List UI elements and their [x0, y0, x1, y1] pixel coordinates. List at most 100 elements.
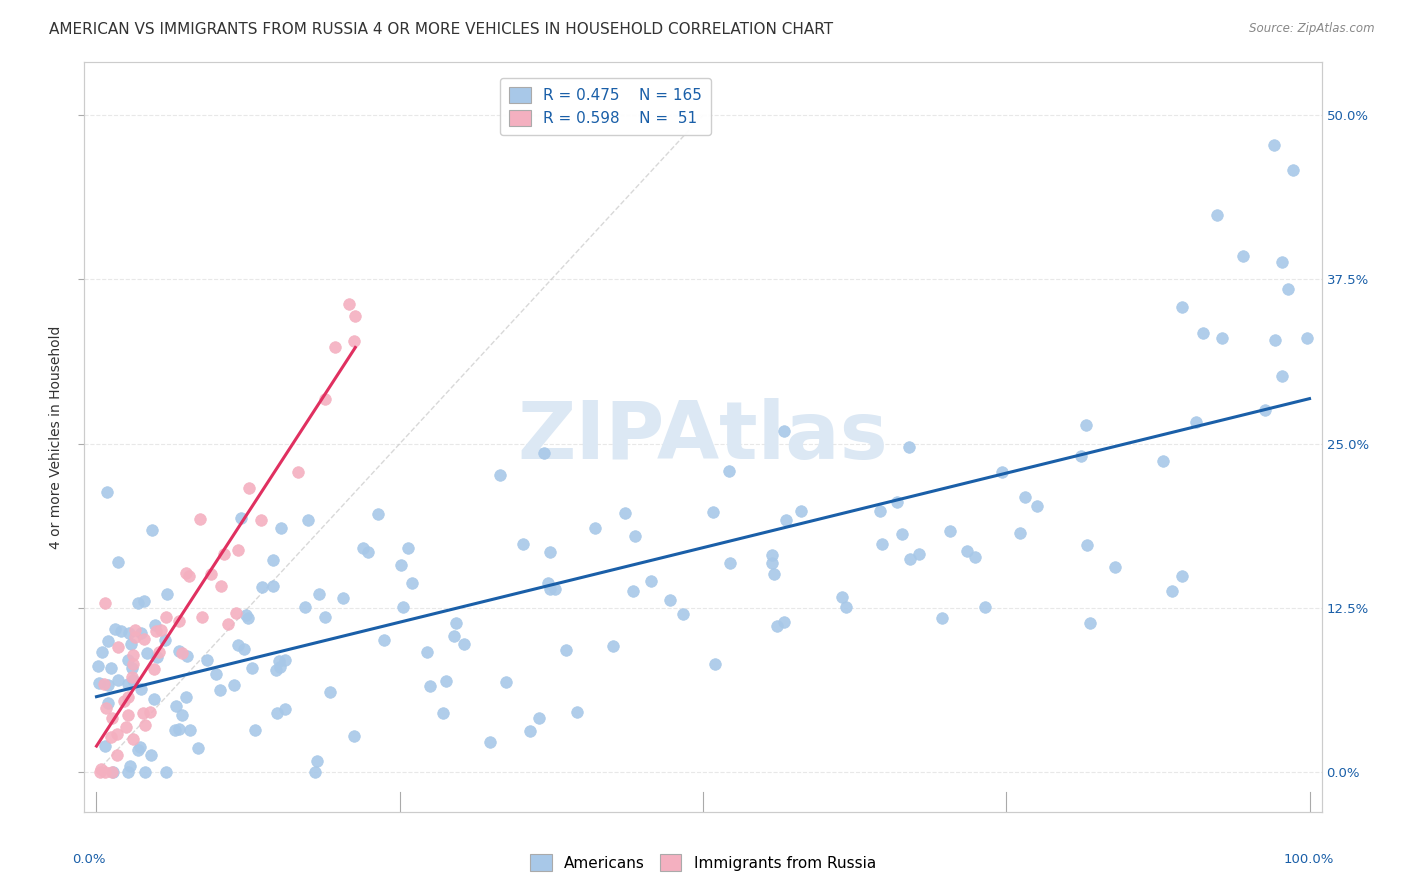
Point: [319, 685, 342, 699]
Point: [117, 765, 139, 780]
Point: [432, 706, 454, 720]
Text: ZIPAtlas: ZIPAtlas: [517, 398, 889, 476]
Point: [104, 622, 127, 636]
Text: 0.0%: 0.0%: [72, 853, 105, 866]
Point: [419, 679, 441, 693]
Point: [148, 644, 170, 658]
Point: [538, 582, 561, 596]
Point: [1277, 282, 1299, 296]
Point: [101, 711, 124, 725]
Point: [1171, 300, 1194, 314]
Point: [224, 678, 246, 692]
Point: [269, 654, 291, 668]
Point: [356, 544, 378, 558]
Point: [90, 645, 112, 659]
Point: [761, 548, 783, 562]
Point: [122, 673, 145, 688]
Point: [142, 662, 165, 676]
Text: AMERICAN VS IMMIGRANTS FROM RUSSIA 4 OR MORE VEHICLES IN HOUSEHOLD CORRELATION C: AMERICAN VS IMMIGRANTS FROM RUSSIA 4 OR …: [49, 22, 834, 37]
Point: [94, 765, 117, 780]
Point: [396, 541, 419, 555]
Point: [898, 440, 921, 454]
Point: [453, 637, 475, 651]
Point: [533, 446, 555, 460]
Point: [208, 682, 231, 697]
Point: [170, 646, 193, 660]
Point: [529, 711, 551, 725]
Point: [132, 706, 155, 720]
Point: [1264, 334, 1286, 348]
Point: [205, 667, 228, 681]
Point: [129, 739, 152, 754]
Point: [1263, 137, 1285, 152]
Point: [176, 648, 198, 663]
Point: [87, 658, 110, 673]
Point: [90, 762, 112, 776]
Point: [314, 610, 336, 624]
Point: [124, 623, 146, 637]
Point: [304, 765, 326, 780]
Point: [443, 629, 465, 643]
Point: [117, 690, 139, 705]
Point: [96, 678, 118, 692]
Point: [150, 623, 173, 637]
Point: [174, 690, 197, 705]
Point: [89, 675, 111, 690]
Point: [1271, 369, 1294, 384]
Point: [153, 632, 176, 647]
Point: [176, 566, 198, 581]
Point: [990, 465, 1012, 479]
Point: [243, 723, 266, 737]
Point: [187, 741, 209, 756]
Point: [179, 723, 201, 737]
Point: [344, 310, 367, 324]
Point: [391, 600, 413, 615]
Point: [274, 702, 297, 716]
Point: [287, 465, 309, 479]
Point: [773, 424, 796, 438]
Legend: Americans, Immigrants from Russia: Americans, Immigrants from Russia: [524, 848, 882, 877]
Point: [765, 618, 787, 632]
Point: [1076, 538, 1098, 552]
Point: [1014, 491, 1036, 505]
Text: Source: ZipAtlas.com: Source: ZipAtlas.com: [1250, 22, 1375, 36]
Point: [775, 513, 797, 527]
Point: [121, 670, 143, 684]
Point: [1206, 208, 1229, 222]
Point: [107, 673, 129, 687]
Point: [478, 735, 501, 749]
Point: [117, 677, 139, 691]
Point: [129, 681, 152, 696]
Point: [112, 694, 135, 708]
Point: [718, 465, 741, 479]
Point: [262, 579, 284, 593]
Point: [308, 587, 330, 601]
Point: [624, 529, 647, 543]
Point: [790, 504, 813, 518]
Point: [401, 575, 423, 590]
Point: [145, 624, 167, 638]
Point: [188, 512, 211, 526]
Point: [555, 643, 578, 657]
Point: [1211, 331, 1233, 345]
Point: [614, 506, 637, 520]
Point: [129, 626, 152, 640]
Point: [118, 625, 141, 640]
Point: [658, 592, 681, 607]
Point: [704, 657, 727, 671]
Point: [488, 468, 510, 483]
Point: [1070, 449, 1092, 463]
Point: [141, 523, 163, 537]
Point: [389, 558, 412, 573]
Point: [89, 765, 111, 780]
Point: [543, 582, 565, 597]
Point: [332, 591, 354, 606]
Point: [94, 739, 117, 753]
Point: [536, 576, 558, 591]
Point: [120, 637, 142, 651]
Point: [908, 547, 931, 561]
Point: [444, 615, 467, 630]
Y-axis label: 4 or more Vehicles in Household: 4 or more Vehicles in Household: [49, 326, 63, 549]
Point: [121, 661, 143, 675]
Point: [602, 639, 624, 653]
